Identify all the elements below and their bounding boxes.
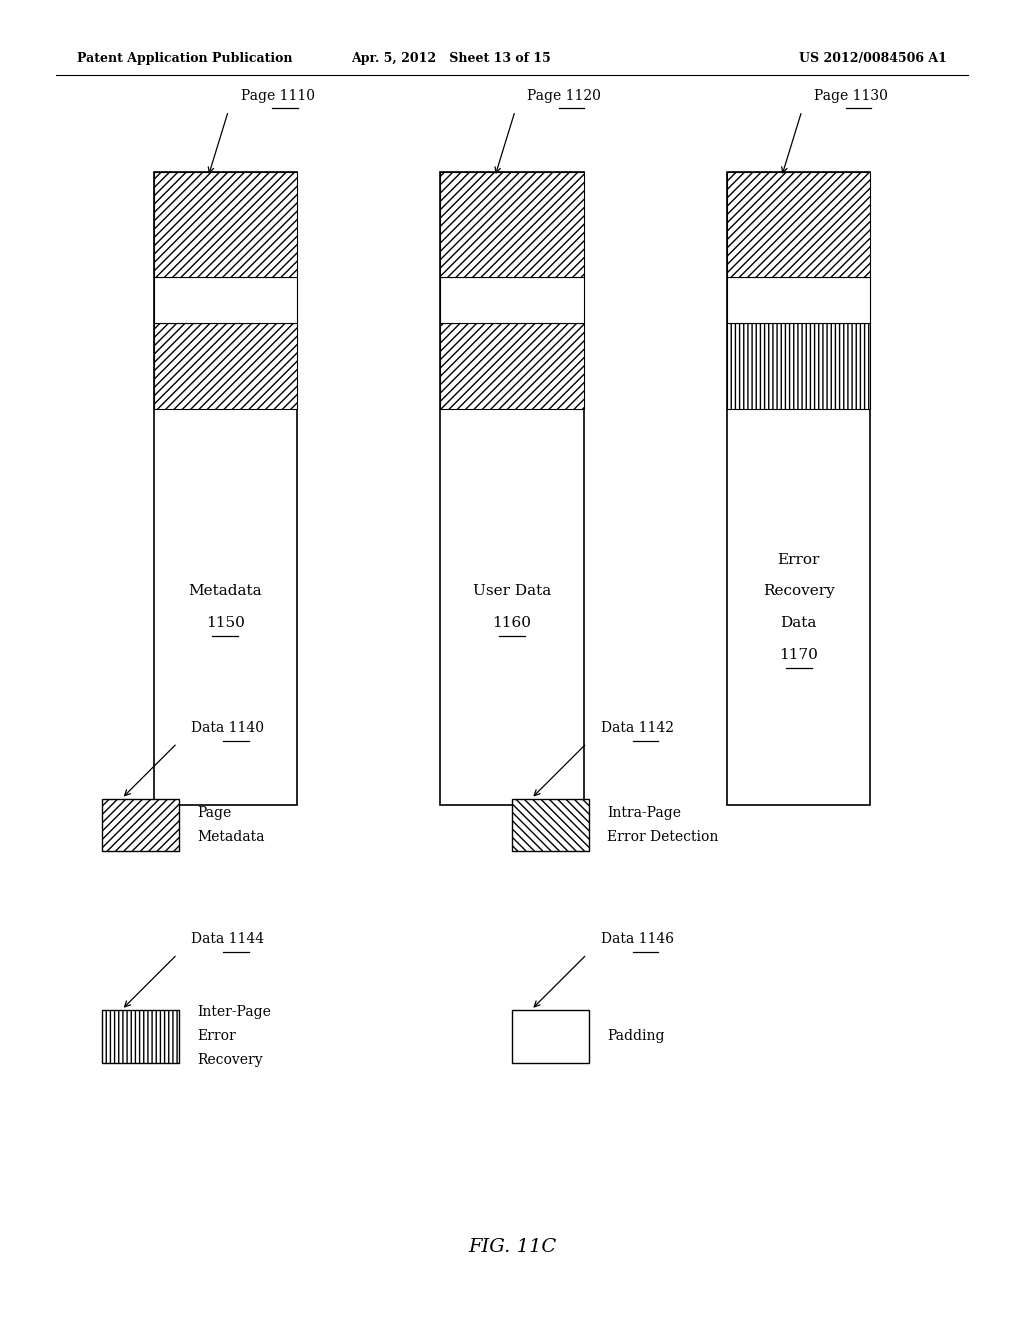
Bar xyxy=(512,1010,589,1063)
Text: Error: Error xyxy=(777,553,820,566)
Text: Page 1110: Page 1110 xyxy=(241,88,314,103)
Text: Intra-Page: Intra-Page xyxy=(607,807,681,820)
Text: Recovery: Recovery xyxy=(763,585,835,598)
Bar xyxy=(440,323,584,409)
Bar xyxy=(512,799,589,851)
Text: Data: Data xyxy=(780,616,817,630)
Bar xyxy=(440,277,584,323)
Text: Error Detection: Error Detection xyxy=(607,830,719,843)
Bar xyxy=(727,172,870,277)
Text: Data 1144: Data 1144 xyxy=(191,932,264,946)
Bar xyxy=(154,323,297,409)
Text: Page: Page xyxy=(198,807,231,820)
Text: Inter-Page: Inter-Page xyxy=(198,1006,271,1019)
Text: 1150: 1150 xyxy=(206,616,245,630)
Bar xyxy=(727,323,870,409)
Bar xyxy=(727,172,870,805)
Bar xyxy=(102,799,179,851)
Text: Metadata: Metadata xyxy=(198,830,265,843)
Text: 1160: 1160 xyxy=(493,616,531,630)
Text: Data 1142: Data 1142 xyxy=(601,721,674,735)
Text: User Data: User Data xyxy=(473,585,551,598)
Bar xyxy=(440,172,584,805)
Bar xyxy=(154,172,297,277)
Text: Data 1146: Data 1146 xyxy=(601,932,674,946)
Text: Page 1120: Page 1120 xyxy=(527,88,601,103)
Text: Recovery: Recovery xyxy=(198,1053,263,1067)
Text: Error: Error xyxy=(198,1030,237,1043)
Text: FIG. 11C: FIG. 11C xyxy=(468,1238,556,1257)
Text: Padding: Padding xyxy=(607,1030,665,1043)
Bar xyxy=(102,1010,179,1063)
Bar xyxy=(154,172,297,805)
Text: US 2012/0084506 A1: US 2012/0084506 A1 xyxy=(800,51,947,65)
Bar xyxy=(440,172,584,277)
Bar xyxy=(727,277,870,323)
Text: Apr. 5, 2012   Sheet 13 of 15: Apr. 5, 2012 Sheet 13 of 15 xyxy=(350,51,551,65)
Text: Page 1130: Page 1130 xyxy=(814,88,888,103)
Bar xyxy=(154,277,297,323)
Text: Data 1140: Data 1140 xyxy=(191,721,264,735)
Text: 1170: 1170 xyxy=(779,648,818,661)
Text: Patent Application Publication: Patent Application Publication xyxy=(77,51,292,65)
Text: Metadata: Metadata xyxy=(188,585,262,598)
